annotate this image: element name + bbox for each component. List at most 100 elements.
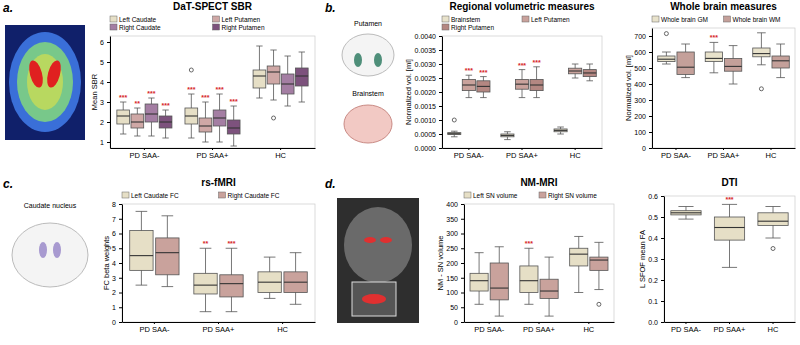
significance: ***	[161, 102, 169, 109]
x-tick-mark	[675, 148, 676, 150]
box	[145, 98, 158, 136]
legend-label: Left Putamen	[531, 16, 570, 23]
y-tick: 0.0005	[415, 131, 442, 138]
plot-area	[658, 32, 790, 91]
x-tick-mark	[773, 322, 774, 324]
y-tick-label: 6	[112, 230, 116, 237]
y-axis-title: Normalized vol. [ml]	[404, 59, 413, 125]
x-axis: PD SAA-PD SAA+HC	[123, 322, 316, 334]
y-tick-mark	[461, 307, 464, 308]
y-tick-mark	[107, 62, 110, 63]
significance: ***	[119, 94, 127, 101]
median	[753, 53, 770, 54]
whisker-cap-high	[495, 246, 504, 247]
median	[470, 280, 488, 281]
y-tick-mark	[461, 204, 464, 205]
median	[145, 113, 158, 114]
box	[753, 33, 770, 91]
y-tick-label: 0.0010	[415, 117, 437, 124]
whisker-cap-low	[202, 142, 208, 143]
y-tick-label: 0.3	[648, 256, 658, 263]
box	[758, 207, 788, 251]
outlier	[759, 87, 763, 91]
y-axis: 0100200300400500600700	[634, 29, 652, 152]
legend-label: Brainstem	[451, 16, 480, 23]
y-axis: 0.00000.00050.00100.00150.00200.00250.00…	[415, 33, 443, 152]
x-tick: HC	[768, 322, 779, 334]
sn-left	[364, 237, 376, 243]
median	[253, 75, 266, 76]
whisker-cap-low	[586, 80, 593, 81]
y-tick-label: 200	[634, 113, 646, 120]
y-tick-mark	[649, 116, 652, 117]
box-body	[540, 279, 558, 298]
legend-label: Right SN volume	[548, 192, 597, 200]
y-tick: 100	[634, 129, 652, 136]
median	[258, 282, 281, 283]
y-tick-label: 7	[112, 215, 116, 222]
significance: **	[203, 240, 209, 247]
y-axis-line	[122, 205, 123, 323]
y-tick: 4	[112, 260, 122, 267]
y-tick-label: 250	[446, 245, 458, 252]
box	[570, 236, 588, 292]
whisker-cap-high	[188, 94, 194, 95]
y-tick: 700	[634, 33, 652, 40]
box	[658, 32, 675, 64]
box	[772, 44, 789, 78]
box	[117, 102, 130, 134]
y-tick-mark	[439, 120, 442, 121]
box	[220, 248, 243, 311]
median	[758, 221, 788, 222]
x-axis-line	[653, 148, 796, 149]
x-axis: PD SAA-PD SAA+HC	[111, 148, 316, 160]
y-tick-label: 0.1	[648, 298, 658, 305]
y-tick-mark	[439, 50, 442, 51]
box-body	[131, 114, 144, 128]
chart-title: Whole brain measures	[670, 1, 777, 12]
x-tick-label: PD SAA+	[708, 151, 741, 160]
y-tick-label: 2	[112, 289, 116, 296]
y-tick: 1	[100, 139, 110, 146]
y-tick-label: 4	[112, 260, 116, 267]
plot-area	[117, 46, 308, 146]
x-tick-label: PD SAA+	[523, 325, 556, 334]
median	[213, 117, 226, 118]
chart-title: DTI	[721, 177, 737, 188]
box	[253, 46, 266, 98]
annotations: ***	[525, 240, 533, 247]
legend-label: Whole brain WM	[733, 16, 781, 23]
x-tick: HC	[583, 322, 594, 334]
whisker-cap-low	[757, 64, 766, 65]
x-tick: HC	[570, 148, 581, 160]
significance: ***	[147, 90, 155, 97]
box	[227, 106, 240, 146]
box-body	[156, 238, 179, 275]
y-tick: 0.0010	[415, 117, 442, 124]
y-tick-label: 0.0030	[415, 61, 437, 68]
whisker-cap-high	[574, 236, 583, 237]
box-body	[130, 231, 153, 271]
y-tick-label: 0.0040	[415, 33, 437, 40]
significance: ***	[215, 86, 223, 93]
median	[117, 115, 130, 116]
y-tick-label: 0	[112, 319, 116, 326]
plot-frame	[122, 204, 315, 322]
box-body	[227, 120, 240, 134]
chart-title: rs-fMRI	[201, 177, 236, 188]
whisker-cap-low	[710, 72, 719, 73]
y-tick-label: 6	[100, 39, 104, 46]
y-axis-line	[110, 37, 111, 149]
y-tick: 2	[112, 289, 122, 296]
x-tick-mark	[212, 148, 213, 150]
box-body	[714, 217, 744, 240]
y-tick-label: 0.4	[648, 235, 658, 242]
x-tick-mark	[144, 148, 145, 150]
significance: ***	[518, 62, 526, 69]
whisker-cap-high	[681, 44, 690, 45]
median	[477, 86, 490, 87]
box-body	[753, 48, 770, 57]
y-tick: 3	[100, 99, 110, 106]
whisker-cap-high	[757, 32, 766, 33]
x-tick: HC	[277, 322, 288, 334]
